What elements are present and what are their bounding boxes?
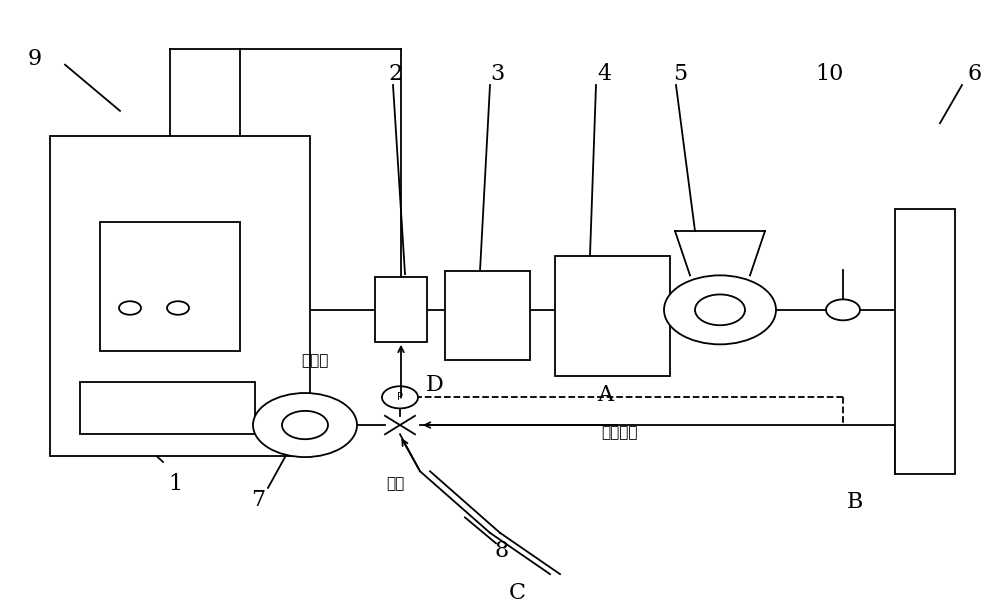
Circle shape [167,301,189,315]
Text: 1: 1 [168,472,182,495]
Circle shape [253,393,357,457]
Text: 6: 6 [968,63,982,85]
Bar [50,136,310,456]
Bar [445,271,530,360]
Text: A: A [597,384,613,407]
Text: B: B [847,491,863,513]
Text: 4: 4 [597,63,611,85]
Circle shape [695,294,745,325]
Circle shape [282,411,328,439]
Text: 回流烟气: 回流烟气 [602,425,638,440]
Text: 10: 10 [816,63,844,85]
Text: 5: 5 [673,63,687,85]
Bar [80,382,255,434]
Circle shape [382,386,418,408]
Text: 3: 3 [490,63,504,85]
Text: 2: 2 [388,63,402,85]
Text: D: D [426,374,444,396]
Bar [555,256,670,376]
Bar [100,222,240,351]
Circle shape [826,299,860,320]
Bar [895,209,955,474]
Circle shape [664,275,776,344]
Text: 混合风: 混合风 [301,353,329,368]
Circle shape [119,301,141,315]
Text: P: P [397,392,403,402]
Text: 8: 8 [495,540,509,562]
Text: 空气: 空气 [386,476,404,491]
Text: C: C [509,582,526,604]
Bar [375,277,427,342]
Text: 7: 7 [251,489,265,511]
Text: 9: 9 [28,47,42,70]
